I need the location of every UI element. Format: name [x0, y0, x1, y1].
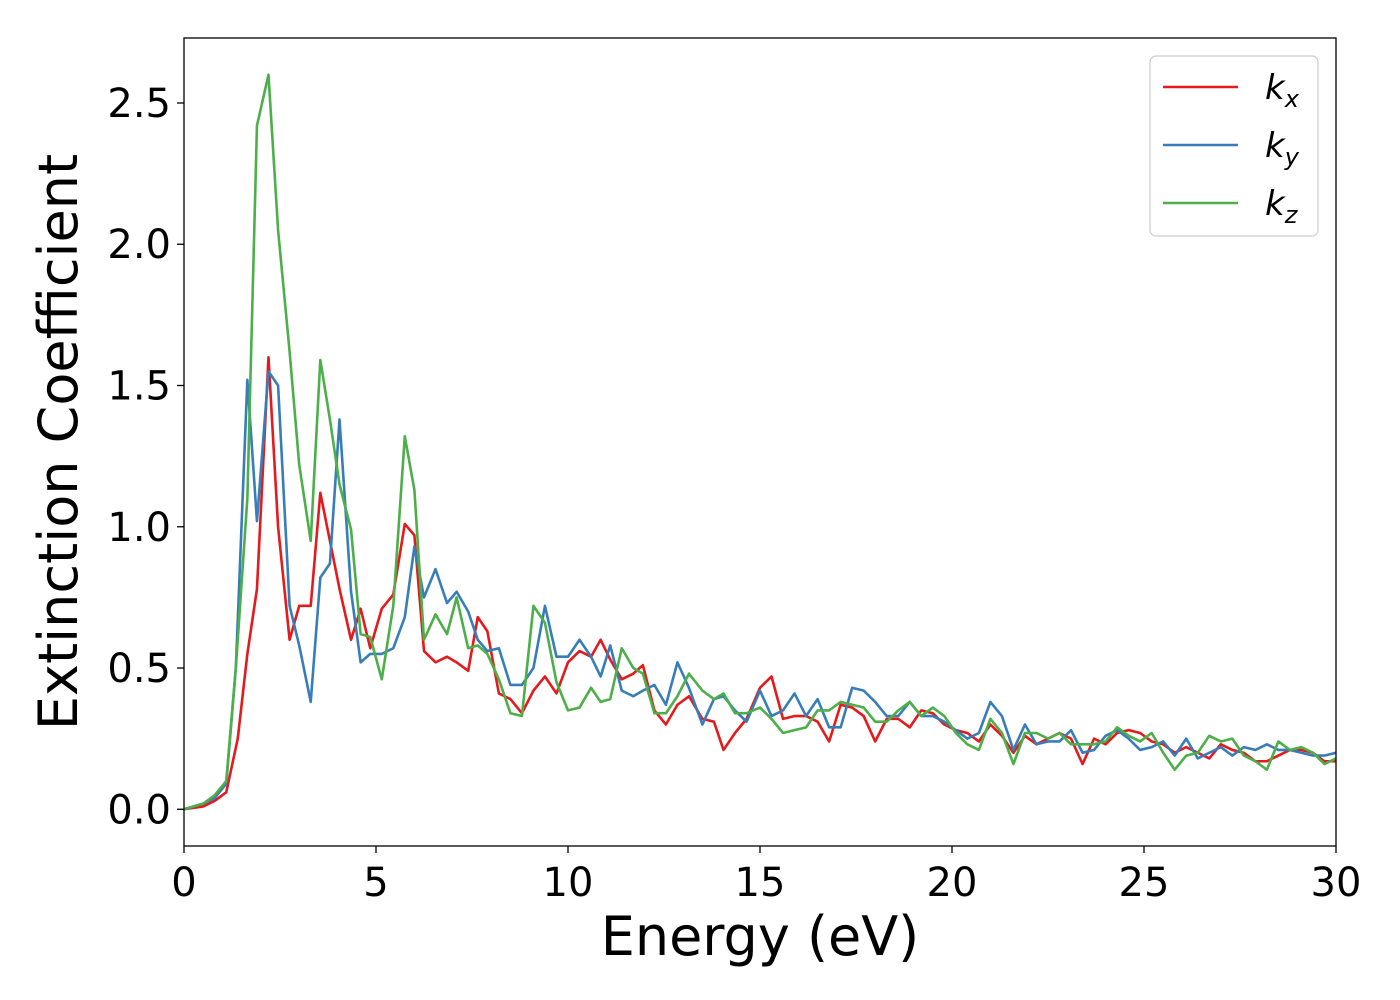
y-tick-label: 2.0 [107, 222, 171, 268]
x-tick-label: 10 [543, 860, 594, 906]
x-tick-label: 20 [927, 860, 978, 906]
x-tick-label: 5 [363, 860, 388, 906]
y-tick-label: 0.5 [107, 646, 171, 692]
series-line-ky [184, 370, 1336, 811]
y-axis-title: Extinction Coefficient [27, 154, 90, 730]
x-tick-label: 15 [735, 860, 786, 906]
y-tick-label: 1.0 [107, 505, 171, 551]
x-tick-label: 25 [1119, 860, 1170, 906]
x-tick-label: 0 [171, 860, 196, 906]
y-tick-label: 0.0 [107, 787, 171, 833]
y-axis: 0.0 0.5 1.0 1.5 2.0 2.5 [107, 81, 184, 833]
series-layer [184, 73, 1336, 811]
x-axis-title: Energy (eV) [601, 905, 920, 968]
series-line-kz [184, 73, 1336, 811]
y-tick-label: 2.5 [107, 81, 171, 127]
y-tick-label: 1.5 [107, 363, 171, 409]
x-tick-label: 30 [1311, 860, 1362, 906]
x-axis: 0 5 10 15 20 25 30 [171, 846, 1361, 906]
